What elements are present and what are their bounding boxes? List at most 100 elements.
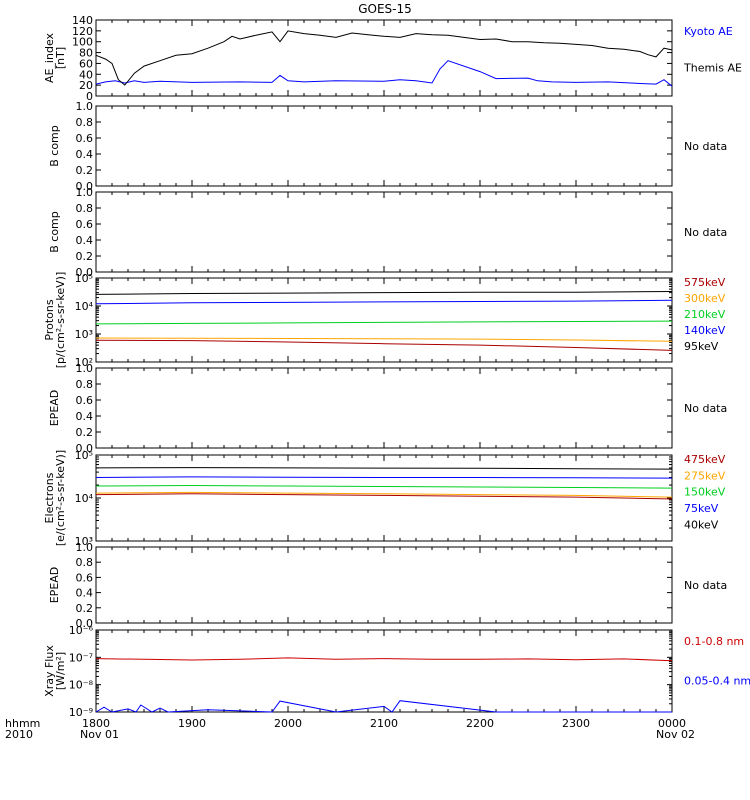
panel-frame bbox=[95, 629, 673, 713]
y-tick-label: 0.4 bbox=[76, 148, 94, 161]
y-tick-label: 10² bbox=[75, 356, 93, 369]
legend-entry: 275keV bbox=[684, 469, 726, 482]
y-axis-label: EPEAD bbox=[48, 567, 61, 604]
y-tick-label: 100 bbox=[72, 36, 93, 49]
series-line-300kev bbox=[95, 337, 673, 342]
series-line-0-1-0-8-nm bbox=[95, 657, 673, 662]
y-tick-label: 0.2 bbox=[76, 164, 94, 177]
legend-entry: Themis AE bbox=[683, 61, 742, 74]
no-data-label: No data bbox=[684, 140, 727, 153]
y-tick-label: 80 bbox=[79, 47, 93, 60]
panel-bcomp1: 0.0 0.2 0.4 0.6 0.8 1.0 B comp No data bbox=[48, 100, 727, 193]
legend-entry: 75keV bbox=[684, 502, 719, 515]
y-tick-label: 0.4 bbox=[76, 587, 94, 600]
y-axis-label: Xray Flux bbox=[43, 645, 56, 697]
y-tick-label: 10⁻⁸ bbox=[69, 679, 94, 692]
y-tick-label: 0.6 bbox=[76, 218, 94, 231]
series-line-140kev bbox=[95, 299, 673, 305]
y-tick-label: 0.2 bbox=[76, 602, 94, 615]
y-axis-label: [nT] bbox=[54, 47, 67, 69]
y-axis-label: [e/(cm²-s-sr-keV)] bbox=[54, 450, 67, 546]
y-tick-label: 0.6 bbox=[76, 571, 94, 584]
y-tick-label: 0 bbox=[86, 90, 93, 103]
legend-entry: 0.1-0.8 nm bbox=[684, 635, 744, 648]
time-axis-date-end: Nov 02 bbox=[656, 728, 695, 741]
y-tick-label: 20 bbox=[79, 79, 93, 92]
legend-entry: 40keV bbox=[684, 518, 719, 531]
panel-frame bbox=[95, 19, 673, 97]
y-tick-label: 0.8 bbox=[76, 202, 94, 215]
x-tick-label: 2000 bbox=[274, 717, 302, 730]
y-tick-label: 1.0 bbox=[76, 541, 94, 554]
panel-xray: 10⁻⁹ 10⁻⁸ 10⁻⁷ 10⁻⁶ Xray Flux[W/m²] 0.1-0.8 n… bbox=[43, 624, 750, 719]
y-axis-label: AE_index bbox=[43, 32, 56, 83]
series-line-0-05-0-4-nm bbox=[95, 700, 672, 713]
legend-entry: 475keV bbox=[684, 453, 726, 466]
y-axis-label: EPEAD bbox=[48, 390, 61, 427]
panel-epead1: 0.0 0.2 0.4 0.6 0.8 1.0 EPEAD No data bbox=[48, 362, 727, 455]
y-tick-label: 40 bbox=[79, 68, 93, 81]
series-line-475kev bbox=[95, 493, 673, 500]
y-tick-label: 10⁵ bbox=[75, 449, 93, 462]
y-tick-label: 0.2 bbox=[76, 250, 94, 263]
series-line-themis-ae bbox=[95, 30, 673, 86]
series-line-210kev bbox=[95, 320, 673, 325]
series-line-575kev bbox=[95, 339, 673, 351]
y-tick-label: 120 bbox=[72, 25, 93, 38]
y-tick-label: 10⁴ bbox=[75, 492, 94, 505]
x-tick-label: 1900 bbox=[178, 717, 206, 730]
legend-entry: 210keV bbox=[684, 308, 726, 321]
y-tick-label: 1.0 bbox=[76, 100, 94, 113]
x-tick-label: 1800 bbox=[82, 717, 110, 730]
x-tick-label: 2200 bbox=[466, 717, 494, 730]
y-tick-label: 0.0 bbox=[76, 617, 94, 630]
y-tick-label: 0.4 bbox=[76, 234, 94, 247]
y-tick-label: 0.0 bbox=[76, 442, 94, 455]
y-tick-label: 0.6 bbox=[76, 394, 94, 407]
legend-entry: 575keV bbox=[684, 276, 726, 289]
y-tick-label: 10⁴ bbox=[75, 300, 94, 313]
y-tick-label: 0.0 bbox=[76, 180, 94, 193]
x-tick-label: 2300 bbox=[562, 717, 590, 730]
y-tick-label: 10⁻⁹ bbox=[69, 706, 93, 719]
plot-title: GOES-15 bbox=[358, 2, 412, 16]
y-tick-label: 0.0 bbox=[76, 266, 94, 279]
y-axis-label: [p/(cm²-s-sr-keV)] bbox=[54, 272, 67, 369]
time-axis-label-hhmm: hhmm bbox=[5, 717, 40, 730]
no-data-label: No data bbox=[684, 579, 727, 592]
y-tick-label: 10³ bbox=[75, 535, 93, 548]
y-tick-label: 10⁻⁶ bbox=[69, 624, 94, 637]
panel-electrons: 10³ 10⁴ 10⁵ Electrons[e/(cm²-s-sr-keV)] 475k… bbox=[43, 449, 726, 548]
no-data-label: No data bbox=[684, 226, 727, 239]
y-tick-label: 60 bbox=[79, 57, 93, 70]
y-axis-label: [W/m²] bbox=[54, 652, 67, 690]
y-tick-label: 0.8 bbox=[76, 378, 94, 391]
y-tick-label: 0.8 bbox=[76, 556, 94, 569]
series-line-150kev bbox=[95, 484, 673, 489]
time-axis: hhmm 2010 Nov 01 Nov 02 1800 1900 2000 2100… bbox=[5, 717, 695, 741]
y-axis-label: Protons bbox=[43, 299, 56, 340]
series-line-95kev bbox=[95, 291, 673, 295]
panel-protons: 10² 10³ 10⁴ 10⁵ Protons[p/(cm²-s-sr-keV)] 575… bbox=[43, 272, 726, 369]
x-tick-label: 0000 bbox=[658, 717, 686, 730]
legend-entry: Kyoto AE bbox=[684, 25, 733, 38]
panel-frame bbox=[95, 277, 673, 363]
series-line-275kev bbox=[95, 491, 673, 498]
time-axis-label-year: 2010 bbox=[5, 728, 33, 741]
y-axis-label: B comp bbox=[48, 211, 61, 253]
y-tick-label: 0.8 bbox=[76, 116, 94, 129]
panel-frame bbox=[95, 105, 673, 187]
panel-bcomp2: 0.0 0.2 0.4 0.6 0.8 1.0 B comp No data bbox=[48, 186, 727, 279]
y-tick-label: 10⁵ bbox=[75, 272, 93, 285]
x-tick-label: 2100 bbox=[370, 717, 398, 730]
y-axis-label: Electrons bbox=[43, 472, 56, 523]
y-tick-label: 10³ bbox=[75, 328, 93, 341]
series-line-75kev bbox=[95, 476, 673, 479]
series-line-kyoto-ae bbox=[95, 60, 673, 87]
y-tick-label: 0.2 bbox=[76, 426, 94, 439]
y-axis-label: B comp bbox=[48, 125, 61, 167]
legend-entry: 95keV bbox=[684, 340, 719, 353]
legend-entry: 140keV bbox=[684, 324, 726, 337]
